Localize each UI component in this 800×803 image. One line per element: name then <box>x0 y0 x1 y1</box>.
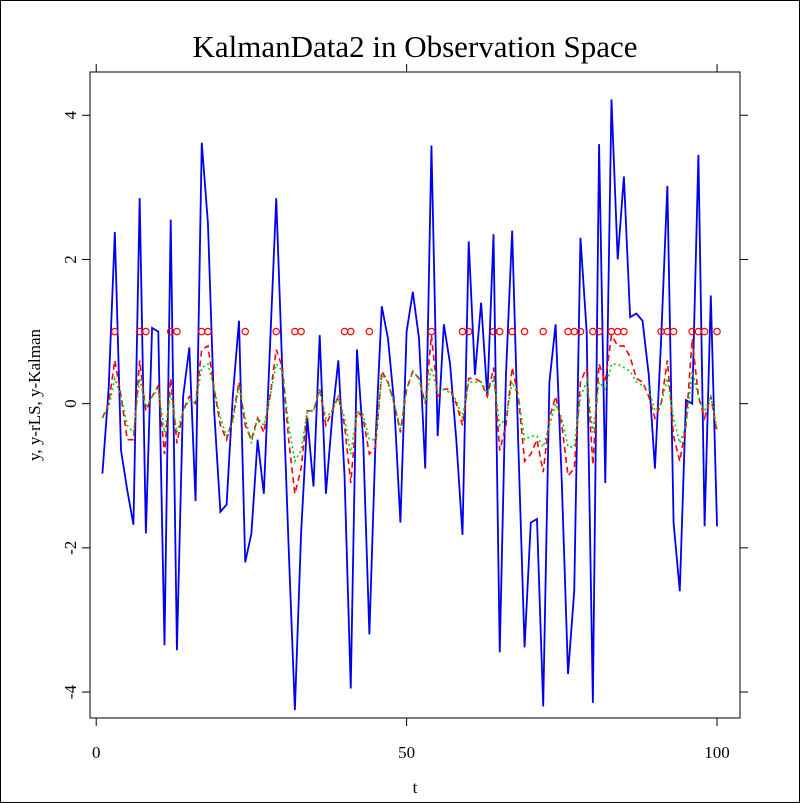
y-axis-label: y, y-rLS, y-Kalman <box>25 328 44 461</box>
series-point <box>427 327 436 336</box>
series-point <box>464 327 473 336</box>
series-line <box>101 362 718 464</box>
series-point <box>241 327 250 336</box>
y-tick-label: -2 <box>61 541 80 555</box>
y-tick-label: 0 <box>61 399 80 408</box>
series-point <box>589 327 597 336</box>
series-point <box>340 327 349 336</box>
series-point <box>346 327 355 336</box>
y-tick-label: -4 <box>61 684 80 699</box>
series-point <box>570 327 579 336</box>
y-tick-label: 4 <box>61 111 80 120</box>
series-point <box>458 327 467 336</box>
series-point <box>173 327 181 336</box>
series-line <box>101 332 718 494</box>
series-point <box>520 327 529 336</box>
series-point <box>365 327 374 336</box>
series-point <box>700 327 709 336</box>
series-point <box>197 327 206 336</box>
series-point <box>291 327 299 336</box>
series-point <box>142 327 150 336</box>
x-axis-label: t <box>413 778 418 797</box>
x-tick-label: 0 <box>92 743 101 762</box>
series-point <box>576 327 585 336</box>
series-point <box>595 327 603 336</box>
series-point <box>669 327 678 336</box>
chart-title: KalmanData2 in Observation Space <box>192 29 637 64</box>
series-point <box>508 327 516 336</box>
series-point <box>713 327 721 336</box>
plot-frame <box>89 71 741 719</box>
series-point <box>204 327 212 336</box>
series-point <box>272 327 281 336</box>
series-point <box>111 327 119 336</box>
series-point <box>297 327 305 336</box>
x-tick-label: 100 <box>704 743 730 762</box>
series-point <box>613 327 622 336</box>
series-point <box>495 327 504 336</box>
y-tick-label: 2 <box>61 255 80 264</box>
series-point <box>564 327 572 336</box>
series-point <box>620 327 628 336</box>
x-tick-label: 50 <box>398 743 415 762</box>
series-line <box>101 99 718 711</box>
series-point <box>539 327 547 336</box>
